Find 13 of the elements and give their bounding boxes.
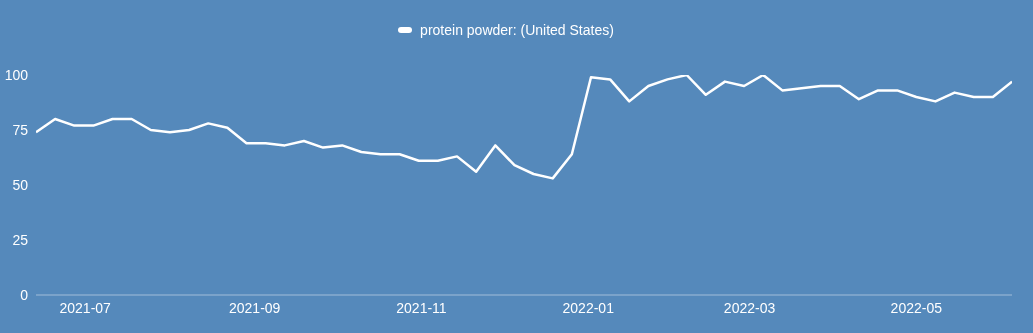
legend-label: protein powder: (United States) — [419, 22, 614, 38]
y-tick-label: 50 — [12, 176, 29, 193]
x-tick-label: 2022-03 — [723, 299, 776, 316]
x-tick-label: 2021-07 — [59, 299, 112, 316]
x-tick-label: 2021-11 — [396, 299, 447, 316]
y-tick-label: 100 — [4, 66, 29, 83]
line-series — [36, 75, 1012, 180]
x-tick-label: 2022-01 — [562, 299, 615, 316]
x-tick-label: 2021-09 — [229, 299, 281, 316]
y-tick-label: 25 — [12, 231, 29, 248]
y-tick-label: 75 — [12, 121, 29, 138]
x-tick-label: 2022-05 — [890, 299, 943, 316]
y-tick-label: 0 — [20, 286, 29, 303]
